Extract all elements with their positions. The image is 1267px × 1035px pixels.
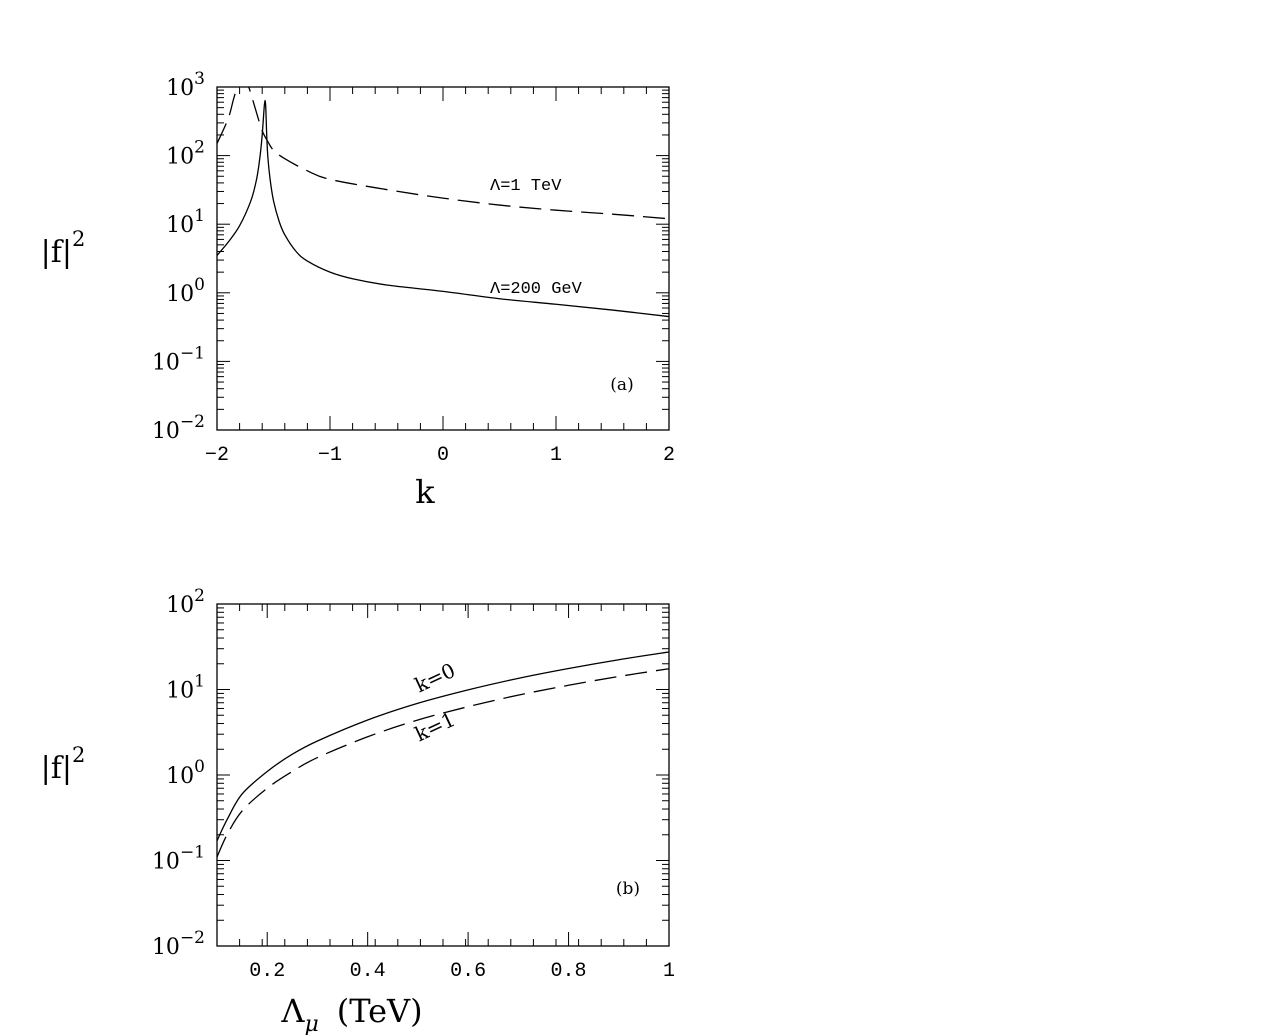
panel-a-ticks [216,87,670,431]
panel-a-ylabel: |f|2 [41,227,86,270]
panel-b-ticks [216,604,670,947]
panel-a-series-dashed-line [217,87,669,220]
panel-b-xtick-label: 0.4 [350,960,386,983]
panel-b-ytick-label: 10−1 [152,843,205,875]
panel-a-panel-label: (a) [610,375,633,395]
panel-a-xtick-label: 2 [663,444,675,467]
panel-b-xtick-label: 0.6 [450,960,486,983]
panel-b-annotation-k1: k=1 [411,707,459,746]
panel-b-frame [216,603,670,947]
panel-a-xlabel: k [415,473,435,511]
panel-b-xtick-label: 0.2 [249,960,285,983]
panel-b-tick-labels: 0.2 0.4 0.6 0.8 1 10−2 10−1 100 101 102 [152,586,675,983]
panel-b-series-dashed-line [217,668,669,858]
panel-a-xtick-label: −2 [205,444,229,467]
panel-a-ytick-label: 101 [166,206,205,238]
panel-a-ytick-label: 100 [166,275,205,307]
panel-b-panel-label: (b) [616,879,640,899]
panel-b-series-solid-line [217,651,669,842]
panel-b: 0.2 0.4 0.6 0.8 1 10−2 10−1 100 101 102 |f|2 Λμ (T… [41,586,675,1035]
panel-b-ytick-label: 10−2 [152,928,205,960]
panel-a-annotation-lambda-1tev: Λ=1 TeV [490,177,562,196]
panel-b-ytick-label: 102 [166,586,205,618]
panel-b-xtick-label: 1 [663,960,675,983]
panel-a-annotation-lambda-200gev: Λ=200 GeV [490,280,583,299]
panel-b-xtick-label: 0.8 [551,960,587,983]
panel-b-ytick-label: 100 [166,757,205,789]
panel-a-ytick-label: 102 [166,138,205,170]
panel-b-annotation-k0: k=0 [411,658,459,697]
panel-a-tick-labels: −2 −1 0 1 2 10−2 10−1 100 101 102 103 [152,69,675,467]
panel-a-frame [216,86,670,431]
panel-a-xtick-label: 0 [437,444,449,467]
panel-b-xlabel: Λμ (TeV) [280,992,422,1035]
panel-a-series [217,87,669,318]
panel-b-ylabel: |f|2 [41,743,86,786]
panel-a-series-solid-line [217,99,669,318]
panel-a-ytick-label: 103 [166,69,205,101]
panel-a-xtick-label: −1 [318,444,342,467]
panel-b-ytick-label: 101 [166,672,205,704]
panel-b-series [217,651,669,858]
panel-a-xtick-label: 1 [550,444,562,467]
panel-a-ytick-label: 10−1 [152,343,205,375]
panel-a-ytick-label: 10−2 [152,412,205,444]
panel-a: −2 −1 0 1 2 10−2 10−1 100 101 102 103 |f|2 k (a) Λ… [41,69,675,511]
